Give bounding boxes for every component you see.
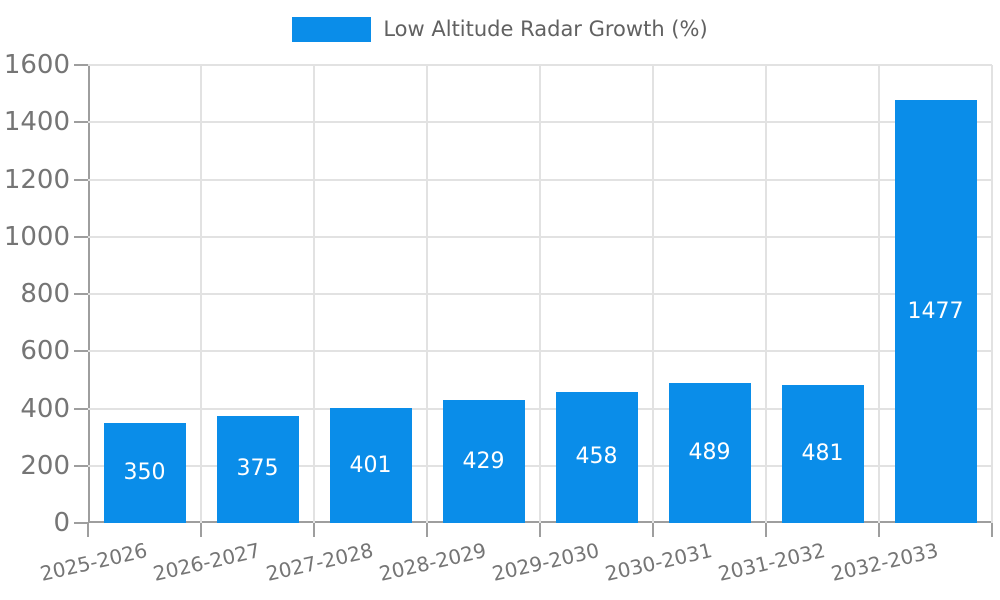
x-tick-mark	[652, 523, 654, 537]
y-tick-label: 600	[20, 336, 70, 367]
y-tick-mark	[74, 121, 88, 124]
bar-value-label: 401	[349, 452, 392, 478]
y-tick-mark	[74, 64, 88, 66]
x-tick-label: 2027-2028	[264, 538, 376, 586]
gridline-vertical	[313, 65, 315, 523]
y-tick-mark	[74, 407, 88, 410]
y-tick-mark	[74, 350, 88, 353]
legend-swatch	[292, 17, 372, 42]
bar[interactable]: 375	[216, 415, 299, 523]
legend-label: Low Altitude Radar Growth (%)	[383, 17, 708, 41]
y-tick-mark	[74, 235, 88, 238]
bar-value-label: 481	[801, 441, 844, 467]
bar[interactable]: 489	[668, 383, 751, 523]
gridline-vertical	[426, 65, 428, 523]
y-tick-label: 1000	[3, 221, 70, 252]
x-tick-mark	[539, 523, 541, 537]
gridline-vertical	[991, 65, 993, 523]
legend[interactable]: Low Altitude Radar Growth (%)	[0, 17, 1000, 42]
y-tick-mark	[74, 178, 88, 181]
gridline-vertical	[765, 65, 767, 523]
bar[interactable]: 1477	[894, 100, 977, 523]
x-tick-mark	[313, 523, 315, 537]
bar-value-label: 458	[575, 444, 618, 470]
bar-value-label: 350	[123, 459, 166, 485]
x-tick-mark	[426, 523, 428, 537]
bar[interactable]: 481	[781, 385, 864, 523]
bar-value-label: 1477	[907, 298, 964, 324]
y-tick-label: 0	[53, 508, 70, 538]
x-tick-label: 2030-2031	[603, 538, 715, 586]
x-tick-label: 2032-2033	[829, 538, 941, 586]
bar-value-label: 429	[462, 448, 505, 474]
x-tick-label: 2026-2027	[151, 538, 263, 586]
x-tick-mark	[878, 523, 880, 537]
x-tick-label: 2025-2026	[38, 538, 150, 586]
x-tick-label: 2031-2032	[716, 538, 828, 586]
y-tick-label: 400	[20, 393, 70, 424]
x-tick-mark	[765, 523, 767, 537]
bar-value-label: 489	[688, 440, 731, 465]
y-tick-mark	[74, 464, 88, 467]
y-tick-label: 800	[20, 279, 70, 309]
gridline-vertical	[652, 65, 654, 523]
y-tick-label: 200	[20, 450, 70, 481]
bar-value-label: 375	[236, 456, 279, 482]
x-tick-mark	[200, 523, 202, 537]
y-tick-label: 1400	[3, 107, 70, 138]
bar[interactable]: 401	[329, 408, 412, 523]
y-tick-mark	[74, 293, 88, 295]
bar[interactable]: 350	[103, 422, 186, 523]
x-tick-mark	[87, 523, 89, 537]
bar[interactable]: 429	[442, 400, 525, 523]
x-tick-label: 2029-2030	[490, 538, 602, 586]
gridline-vertical	[200, 65, 202, 523]
x-tick-mark	[991, 523, 993, 537]
y-tick-label: 1600	[3, 50, 70, 80]
y-tick-mark	[74, 522, 88, 524]
x-tick-label: 2028-2029	[377, 538, 489, 586]
bar[interactable]: 458	[555, 391, 638, 523]
gridline-vertical	[539, 65, 541, 523]
y-tick-label: 1200	[3, 164, 70, 195]
gridline-vertical	[878, 65, 880, 523]
